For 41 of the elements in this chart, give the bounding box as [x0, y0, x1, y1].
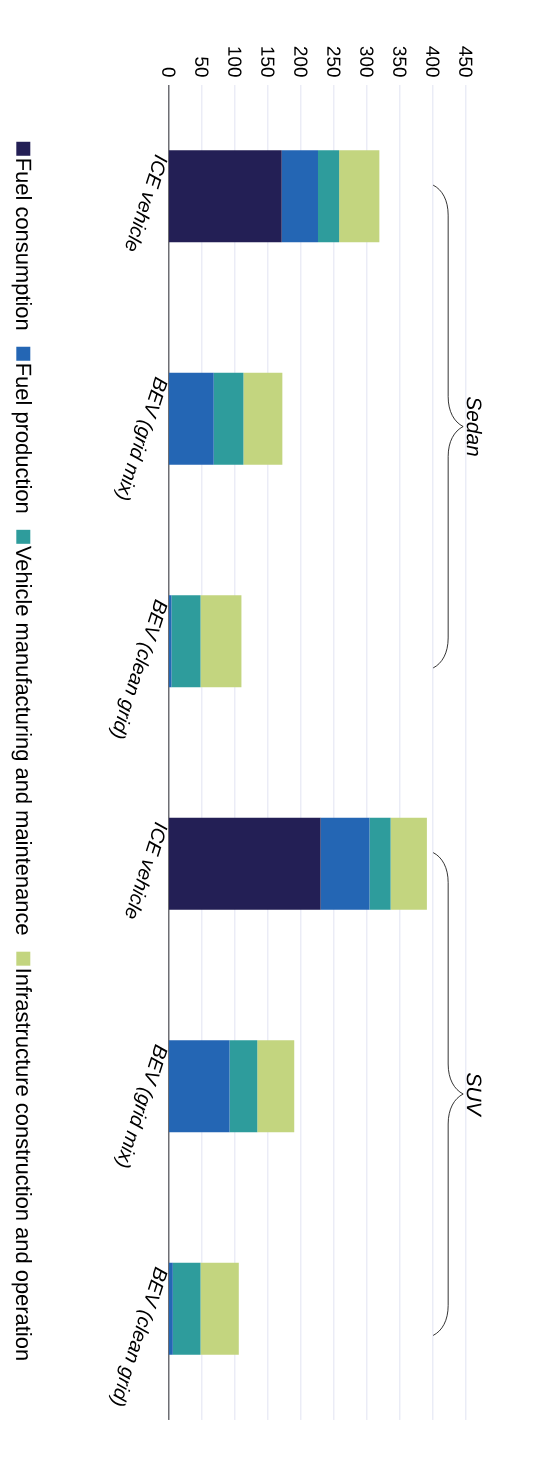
x-tick-label: 400	[426, 46, 440, 77]
bar	[318, 150, 340, 243]
y-tick-label: BEV (clean grid)	[108, 599, 168, 739]
bar	[168, 372, 214, 465]
y-tick-label: BEV (grid mix)	[114, 1044, 168, 1168]
bar	[243, 372, 283, 465]
bar	[168, 817, 321, 910]
legend-label: Vehicle manufacturing and maintenance	[11, 545, 33, 935]
x-tick-label: 350	[393, 46, 407, 77]
x-tick-label: 0	[162, 67, 176, 77]
y-tick-label: BEV (clean grid)	[108, 1266, 168, 1406]
bar	[172, 1262, 201, 1355]
bar	[200, 595, 242, 688]
bar	[171, 595, 201, 688]
x-tick-label: 300	[360, 46, 374, 77]
bar	[229, 1040, 258, 1133]
bar	[213, 372, 244, 465]
x-tick-label: 250	[327, 46, 341, 77]
x-tick-label: 100	[228, 47, 242, 77]
y-tick-label: ICE vehicle	[125, 154, 168, 252]
text: SUV	[466, 1073, 482, 1118]
y-tick-label: BEV (grid mix)	[114, 376, 168, 501]
bar	[281, 150, 319, 243]
x-tick-label: 150	[261, 47, 275, 77]
bar	[168, 1262, 173, 1355]
x-tick-label: 200	[294, 46, 308, 77]
legend-label: Fuel production	[11, 364, 33, 513]
text: Sedan	[466, 396, 483, 456]
x-tick-label: 50	[195, 57, 209, 77]
bar	[168, 1040, 230, 1133]
bar	[200, 1262, 239, 1355]
legend-label: Fuel consumption	[11, 159, 33, 330]
bar	[168, 150, 282, 243]
bar	[339, 150, 380, 243]
x-tick-label: 450	[459, 46, 473, 77]
y-tick-label: ICE vehicle	[125, 821, 168, 919]
bar	[257, 1040, 295, 1133]
bar	[390, 817, 427, 910]
bar	[369, 817, 391, 910]
legend-label: Infrastructure construction and operation	[11, 969, 33, 1360]
bar	[320, 817, 370, 910]
